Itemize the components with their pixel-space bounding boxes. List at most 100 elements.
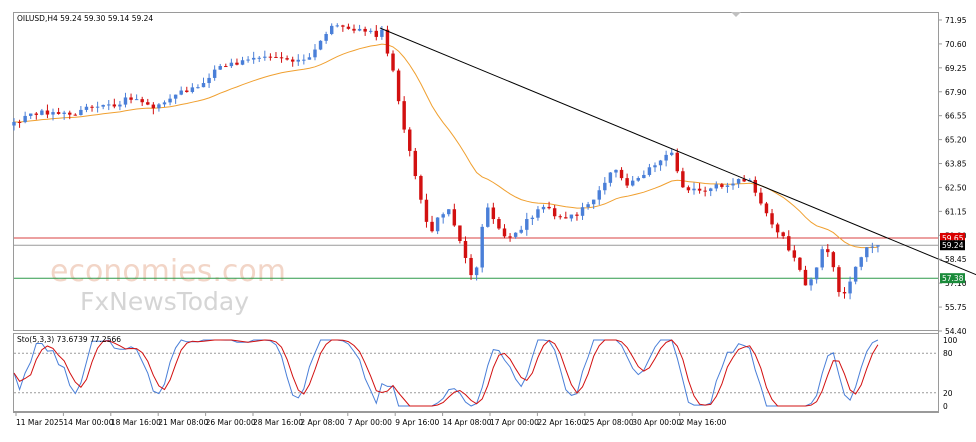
candle-body [240,60,245,65]
time-tick-label: 18 Mar 16:00 [111,418,161,427]
time-tick-label: 7 Apr 00:00 [348,418,392,427]
candle-body [212,69,217,78]
candle-body [173,94,178,99]
candle-body [12,121,16,126]
candle-body [653,165,657,168]
candle-body [107,104,111,106]
candle-body [876,245,880,247]
candle-body [720,184,724,187]
candle-body [402,101,406,130]
candle-body [859,257,863,267]
price-tick-label: 69.25 [945,64,967,73]
candle-body [118,104,122,107]
candle-body [580,207,585,216]
price-tick-label: 63.85 [945,160,967,169]
candle-body [764,203,769,214]
stochastic-tick-label: 20 [943,389,953,398]
candle-body [307,57,312,60]
time-tick-label: 17 Apr 00:00 [490,418,539,427]
candle-body [692,188,696,191]
candle-body [597,190,601,200]
candle-body [391,53,395,71]
candle-body [731,183,735,186]
candle-body [251,57,256,60]
candle-body [179,90,183,95]
candlesticks [12,23,880,300]
candle-body [809,279,813,286]
candle-body [591,199,596,205]
price-tick-label: 62.50 [945,183,967,192]
candle-body [508,236,512,238]
candle-body [101,104,105,107]
candle-body [90,106,94,108]
candle-body [129,97,133,100]
candle-body [363,28,367,32]
price-tick-label: 55.75 [945,303,967,312]
candle-body [775,224,780,233]
candle-body [157,104,161,109]
candle-body [263,56,267,58]
candle-body [759,192,763,204]
candle-body [23,115,27,123]
price-label-text: 57.38 [942,274,964,283]
candle-body [45,110,50,115]
horizontal-lines [14,237,938,279]
candle-body [146,102,150,105]
candle-body [51,112,55,115]
price-label-text: 59.24 [942,241,964,250]
stochastic-label: Sto(5,3,3) 73.6739 77.2566 [17,335,121,344]
candle-body [134,99,139,101]
time-tick-label: 2 May 16:00 [680,418,727,427]
price-tick-label: 71.95 [945,16,967,25]
stochastic-tick-label: 100 [943,336,958,345]
candle-body [151,104,156,109]
candle-body [68,112,72,115]
candle-body [380,29,384,37]
candle-body [642,174,646,179]
candle-body [185,90,189,92]
candle-body [742,179,746,182]
candle-body [419,176,423,200]
candle-body [408,129,412,151]
candle-body [235,62,239,65]
candle-body [658,160,663,166]
chart-shift-marker[interactable] [731,12,741,17]
time-tick-label: 11 Mar 2025 [16,418,64,427]
candle-body [290,59,295,62]
candle-body [519,229,523,233]
candle-body [608,172,613,183]
candle-body [787,236,791,251]
candle-body [636,178,640,181]
price-tick-label: 65.20 [945,136,967,145]
stochastic-oscillator: 100 80 20 0 [13,336,958,411]
candle-body [703,190,707,192]
candle-body [257,57,261,59]
candle-body [814,267,819,280]
candle-body [525,219,529,230]
candle-body [385,29,390,54]
candle-body [770,213,774,225]
candle-body [781,232,785,237]
candle-body [268,56,273,58]
candle-body [848,281,852,294]
candle-body [474,267,479,276]
candle-body [302,59,306,61]
time-tick-label: 25 Apr 08:00 [585,418,634,427]
candle-body [614,169,618,173]
candle-body [279,57,284,59]
time-tick-label: 2 Apr 08:00 [300,418,344,427]
candle-body [396,70,401,102]
time-tick-label: 21 Mar 08:00 [158,418,208,427]
candle-body [826,249,830,253]
candle-body [686,187,691,191]
candle-body [820,249,824,268]
candle-body [285,58,289,60]
candle-body [697,188,702,191]
candle-body [357,28,362,31]
time-tick-label: 26 Mar 00:00 [206,418,256,427]
price-tick-label: 70.60 [945,40,967,49]
candle-body [803,269,808,286]
candle-body [664,154,668,161]
trendline[interactable] [379,27,976,285]
